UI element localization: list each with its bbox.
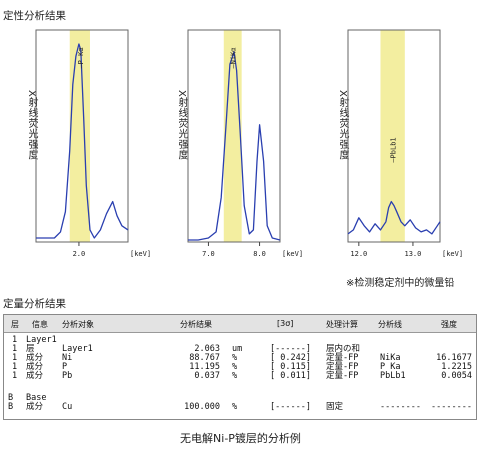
header-result: 分析结果 bbox=[180, 320, 212, 329]
table-row: B Base bbox=[4, 393, 476, 403]
cell-calc: 固定 bbox=[326, 402, 344, 412]
cell-calc: 定量-FP bbox=[326, 362, 359, 372]
cell-target: P bbox=[62, 362, 68, 372]
table-row: 1 Layer1 bbox=[4, 335, 476, 345]
cell-line: NiKa bbox=[380, 353, 401, 363]
peak-highlight-band bbox=[69, 30, 90, 242]
trace-lead-note: ※检测稳定剂中的微量铅 bbox=[346, 278, 455, 289]
cell-info: Base bbox=[26, 393, 47, 403]
header-layer: 层 bbox=[11, 320, 19, 329]
x-tick-label: 7.0 bbox=[202, 250, 215, 258]
quantitative-title: 定量分析结果 bbox=[3, 298, 66, 310]
x-axis-unit: [keV] bbox=[442, 250, 463, 258]
cell-result: 100.000 bbox=[184, 402, 220, 412]
spectrum-chart-p: 2.0 [keV] —P Kα bbox=[35, 29, 156, 260]
table-body: 1 Layer1 1 层 Layer1 2.063 um [------] 层内… bbox=[4, 333, 476, 419]
qualitative-title: 定性分析结果 bbox=[3, 10, 66, 22]
cell-sigma: [ 0.242] bbox=[270, 353, 311, 363]
cell-sigma: [ 0.011] bbox=[270, 371, 311, 381]
cell-calc: 定量-FP bbox=[326, 353, 359, 363]
cell-unit: % bbox=[232, 402, 238, 412]
y-axis-label-3: X射线荧光强度 bbox=[337, 90, 348, 161]
cell-target: Pb bbox=[62, 371, 73, 381]
x-tick-label: 12.0 bbox=[350, 250, 367, 258]
cell-target: Cu bbox=[62, 402, 73, 412]
cell-line: P Ka bbox=[380, 362, 401, 372]
cell-layer: 1 bbox=[12, 344, 18, 354]
cell-intensity: 16.1677 bbox=[436, 353, 472, 363]
cell-unit: % bbox=[232, 353, 238, 363]
cell-layer: 1 bbox=[12, 371, 18, 381]
spectrum-chart-pb: 12.0 13.0 [keV] —PbLb1 bbox=[347, 29, 468, 260]
cell-result: 11.195 bbox=[189, 362, 220, 372]
cell-info: 成分 bbox=[26, 353, 44, 363]
peak-highlight-band bbox=[380, 30, 405, 242]
header-target: 分析对象 bbox=[62, 320, 94, 329]
cell-unit: % bbox=[232, 371, 238, 381]
cell-info: 层 bbox=[26, 344, 35, 354]
results-table: 层 信息 分析对象 分析结果 [3σ] 处理计算 分析线 强度 1 Layer1… bbox=[3, 314, 477, 420]
figure-caption: 无电解Ni-P镀层的分析例 bbox=[180, 432, 301, 445]
cell-layer: B bbox=[8, 393, 14, 403]
cell-info: 成分 bbox=[26, 371, 44, 381]
spectrum-line bbox=[36, 43, 129, 239]
spectrum-chart-pb-svg: 12.0 13.0 [keV] —PbLb1 bbox=[347, 29, 463, 258]
spectrum-chart-ni: 7.0 8.0 [keV] —NiKα bbox=[187, 29, 308, 260]
cell-intensity: -------- bbox=[431, 402, 472, 412]
cell-unit: % bbox=[232, 362, 238, 372]
cell-layer: 1 bbox=[12, 335, 18, 345]
table-row: 1 层 Layer1 2.063 um [------] 层内の和 bbox=[4, 344, 476, 354]
cell-target: Ni bbox=[62, 353, 73, 363]
cell-sigma: [------] bbox=[270, 402, 311, 412]
cell-calc: 层内の和 bbox=[326, 344, 361, 354]
x-axis-unit: [keV] bbox=[282, 250, 303, 258]
cell-sigma: [------] bbox=[270, 344, 311, 354]
cell-info: 成分 bbox=[26, 362, 44, 372]
table-row: B 成分 Cu 100.000 % [------] 固定 -------- -… bbox=[4, 402, 476, 412]
cell-unit: um bbox=[232, 344, 243, 354]
table-row: 1 成分 Pb 0.037 % [ 0.011] 定量-FP PbLb1 0.0… bbox=[4, 371, 476, 381]
spectrum-line bbox=[188, 51, 281, 241]
plot-frame bbox=[347, 29, 441, 243]
header-info: 信息 bbox=[32, 320, 48, 329]
spectrum-chart-ni-svg: 7.0 8.0 [keV] —NiKα bbox=[187, 29, 303, 258]
cell-sigma: [ 0.115] bbox=[270, 362, 311, 372]
cell-calc: 定量-FP bbox=[326, 371, 359, 381]
cell-intensity: 1.2215 bbox=[441, 362, 472, 372]
cell-line: -------- bbox=[380, 402, 421, 412]
table-header: 层 信息 分析对象 分析结果 [3σ] 处理计算 分析线 强度 bbox=[4, 315, 476, 333]
plot-frame bbox=[187, 29, 281, 243]
header-intensity: 强度 bbox=[441, 320, 457, 329]
cell-layer: 1 bbox=[12, 353, 18, 363]
x-tick-label: 13.0 bbox=[405, 250, 422, 258]
header-line: 分析线 bbox=[378, 320, 402, 329]
table-row: 1 成分 Ni 88.767 % [ 0.242] 定量-FP NiKa 16.… bbox=[4, 353, 476, 363]
cell-info: 成分 bbox=[26, 402, 44, 412]
y-axis-label-2: X射线荧光强度 bbox=[176, 90, 187, 161]
cell-info: Layer1 bbox=[26, 335, 57, 345]
x-tick-label: 8.0 bbox=[253, 250, 266, 258]
header-sigma: [3σ] bbox=[277, 319, 294, 328]
spectrum-line bbox=[347, 200, 441, 235]
cell-target: Layer1 bbox=[62, 344, 93, 354]
table-row: 1 成分 P 11.195 % [ 0.115] 定量-FP P Ka 1.22… bbox=[4, 362, 476, 372]
cell-result: 88.767 bbox=[189, 353, 220, 363]
cell-result: 0.037 bbox=[194, 371, 220, 381]
x-tick-label: 2.0 bbox=[73, 250, 86, 258]
cell-line: PbLb1 bbox=[380, 371, 406, 381]
x-axis-unit: [keV] bbox=[130, 250, 151, 258]
cell-intensity: 0.0054 bbox=[441, 371, 472, 381]
peak-label: —NiKα bbox=[230, 47, 238, 68]
header-calc: 处理计算 bbox=[326, 320, 358, 329]
spectrum-chart-p-svg: 2.0 [keV] —P Kα bbox=[35, 29, 151, 258]
cell-result: 2.063 bbox=[194, 344, 220, 354]
peak-label: —PbLb1 bbox=[390, 137, 398, 162]
plot-frame bbox=[35, 29, 129, 243]
cell-layer: B bbox=[8, 402, 14, 412]
peak-label: —P Kα bbox=[77, 47, 85, 68]
cell-layer: 1 bbox=[12, 362, 18, 372]
y-axis-label-1: X射线荧光强度 bbox=[26, 90, 37, 161]
